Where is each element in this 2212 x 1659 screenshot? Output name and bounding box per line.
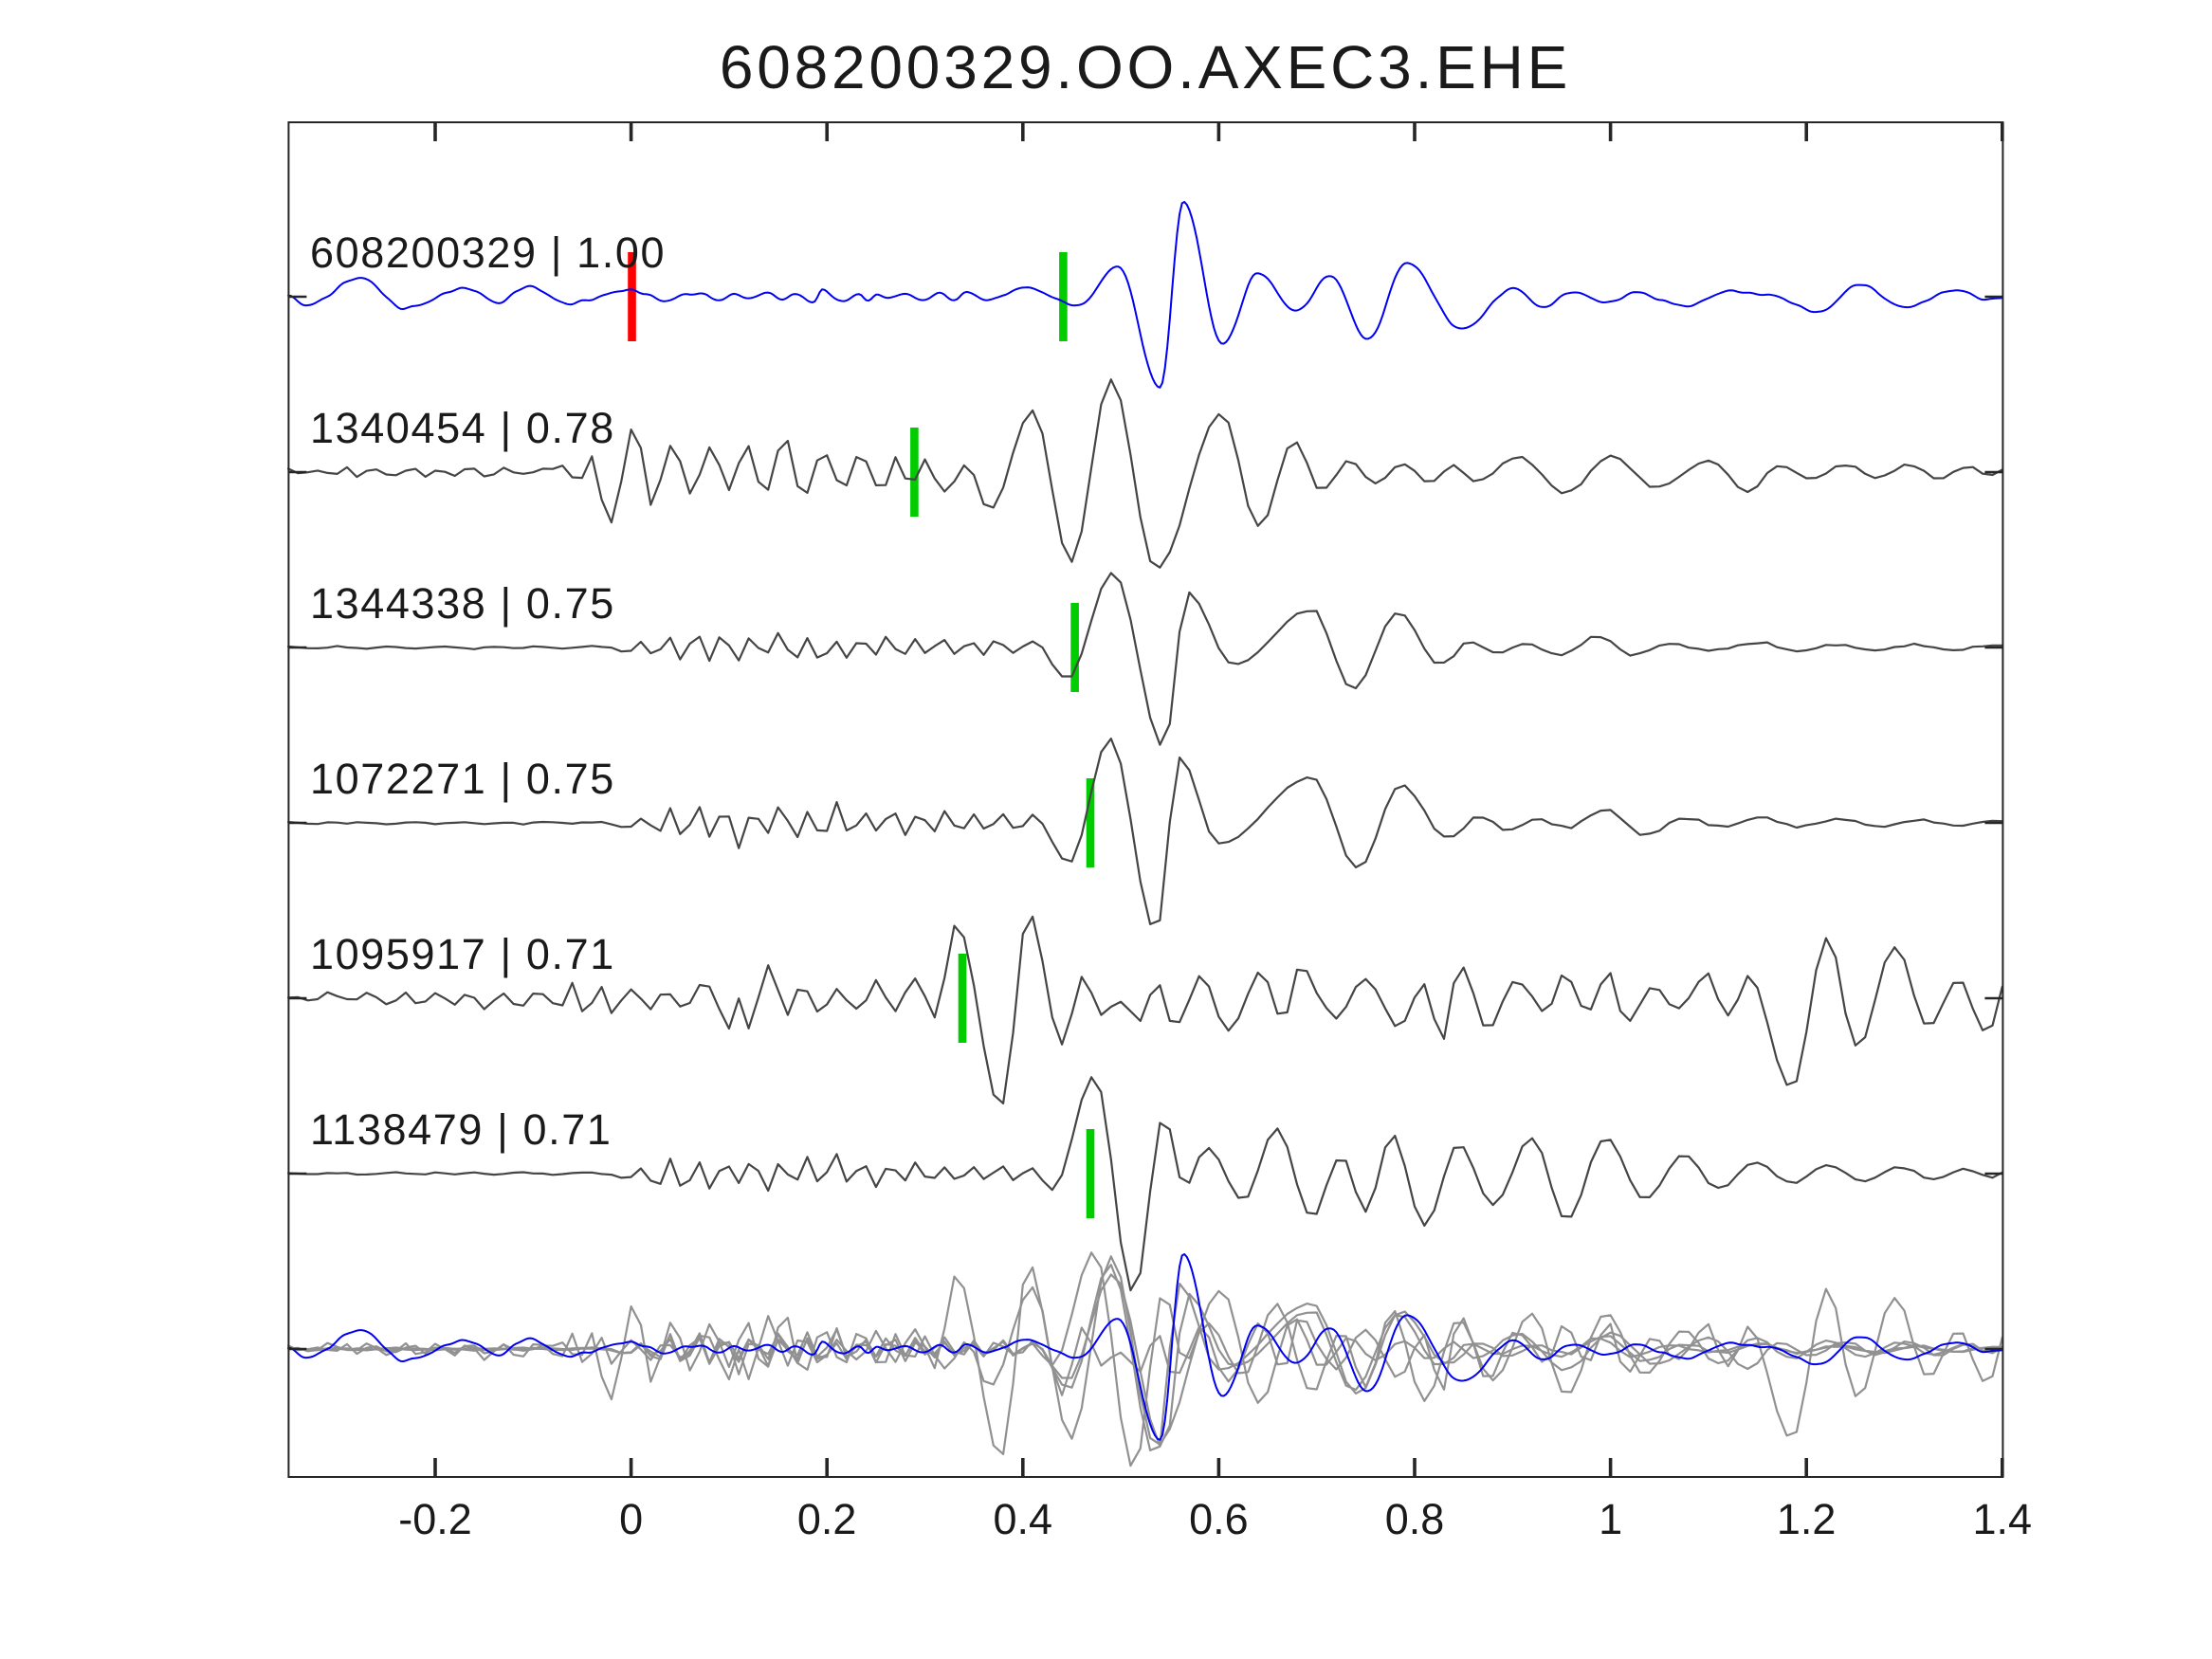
svg-text:608200329.OO.AXEC3.EHE: 608200329.OO.AXEC3.EHE bbox=[720, 33, 1571, 101]
svg-text:0.2: 0.2 bbox=[797, 1495, 857, 1543]
svg-text:0.6: 0.6 bbox=[1189, 1495, 1249, 1543]
svg-text:-0.2: -0.2 bbox=[398, 1495, 472, 1543]
svg-text:1138479 | 0.71: 1138479 | 0.71 bbox=[310, 1105, 612, 1154]
svg-text:1: 1 bbox=[1599, 1495, 1622, 1543]
svg-text:1340454 | 0.78: 1340454 | 0.78 bbox=[310, 404, 615, 452]
svg-text:608200329 | 1.00: 608200329 | 1.00 bbox=[310, 228, 666, 277]
svg-text:1.2: 1.2 bbox=[1777, 1495, 1837, 1543]
svg-text:0: 0 bbox=[619, 1495, 643, 1543]
svg-text:1.4: 1.4 bbox=[1973, 1495, 2033, 1543]
svg-text:0.8: 0.8 bbox=[1385, 1495, 1445, 1543]
svg-text:1095917 | 0.71: 1095917 | 0.71 bbox=[310, 930, 615, 978]
svg-text:1072271 | 0.75: 1072271 | 0.75 bbox=[310, 755, 615, 803]
svg-text:0.4: 0.4 bbox=[994, 1495, 1053, 1543]
svg-text:1344338 | 0.75: 1344338 | 0.75 bbox=[310, 579, 615, 628]
